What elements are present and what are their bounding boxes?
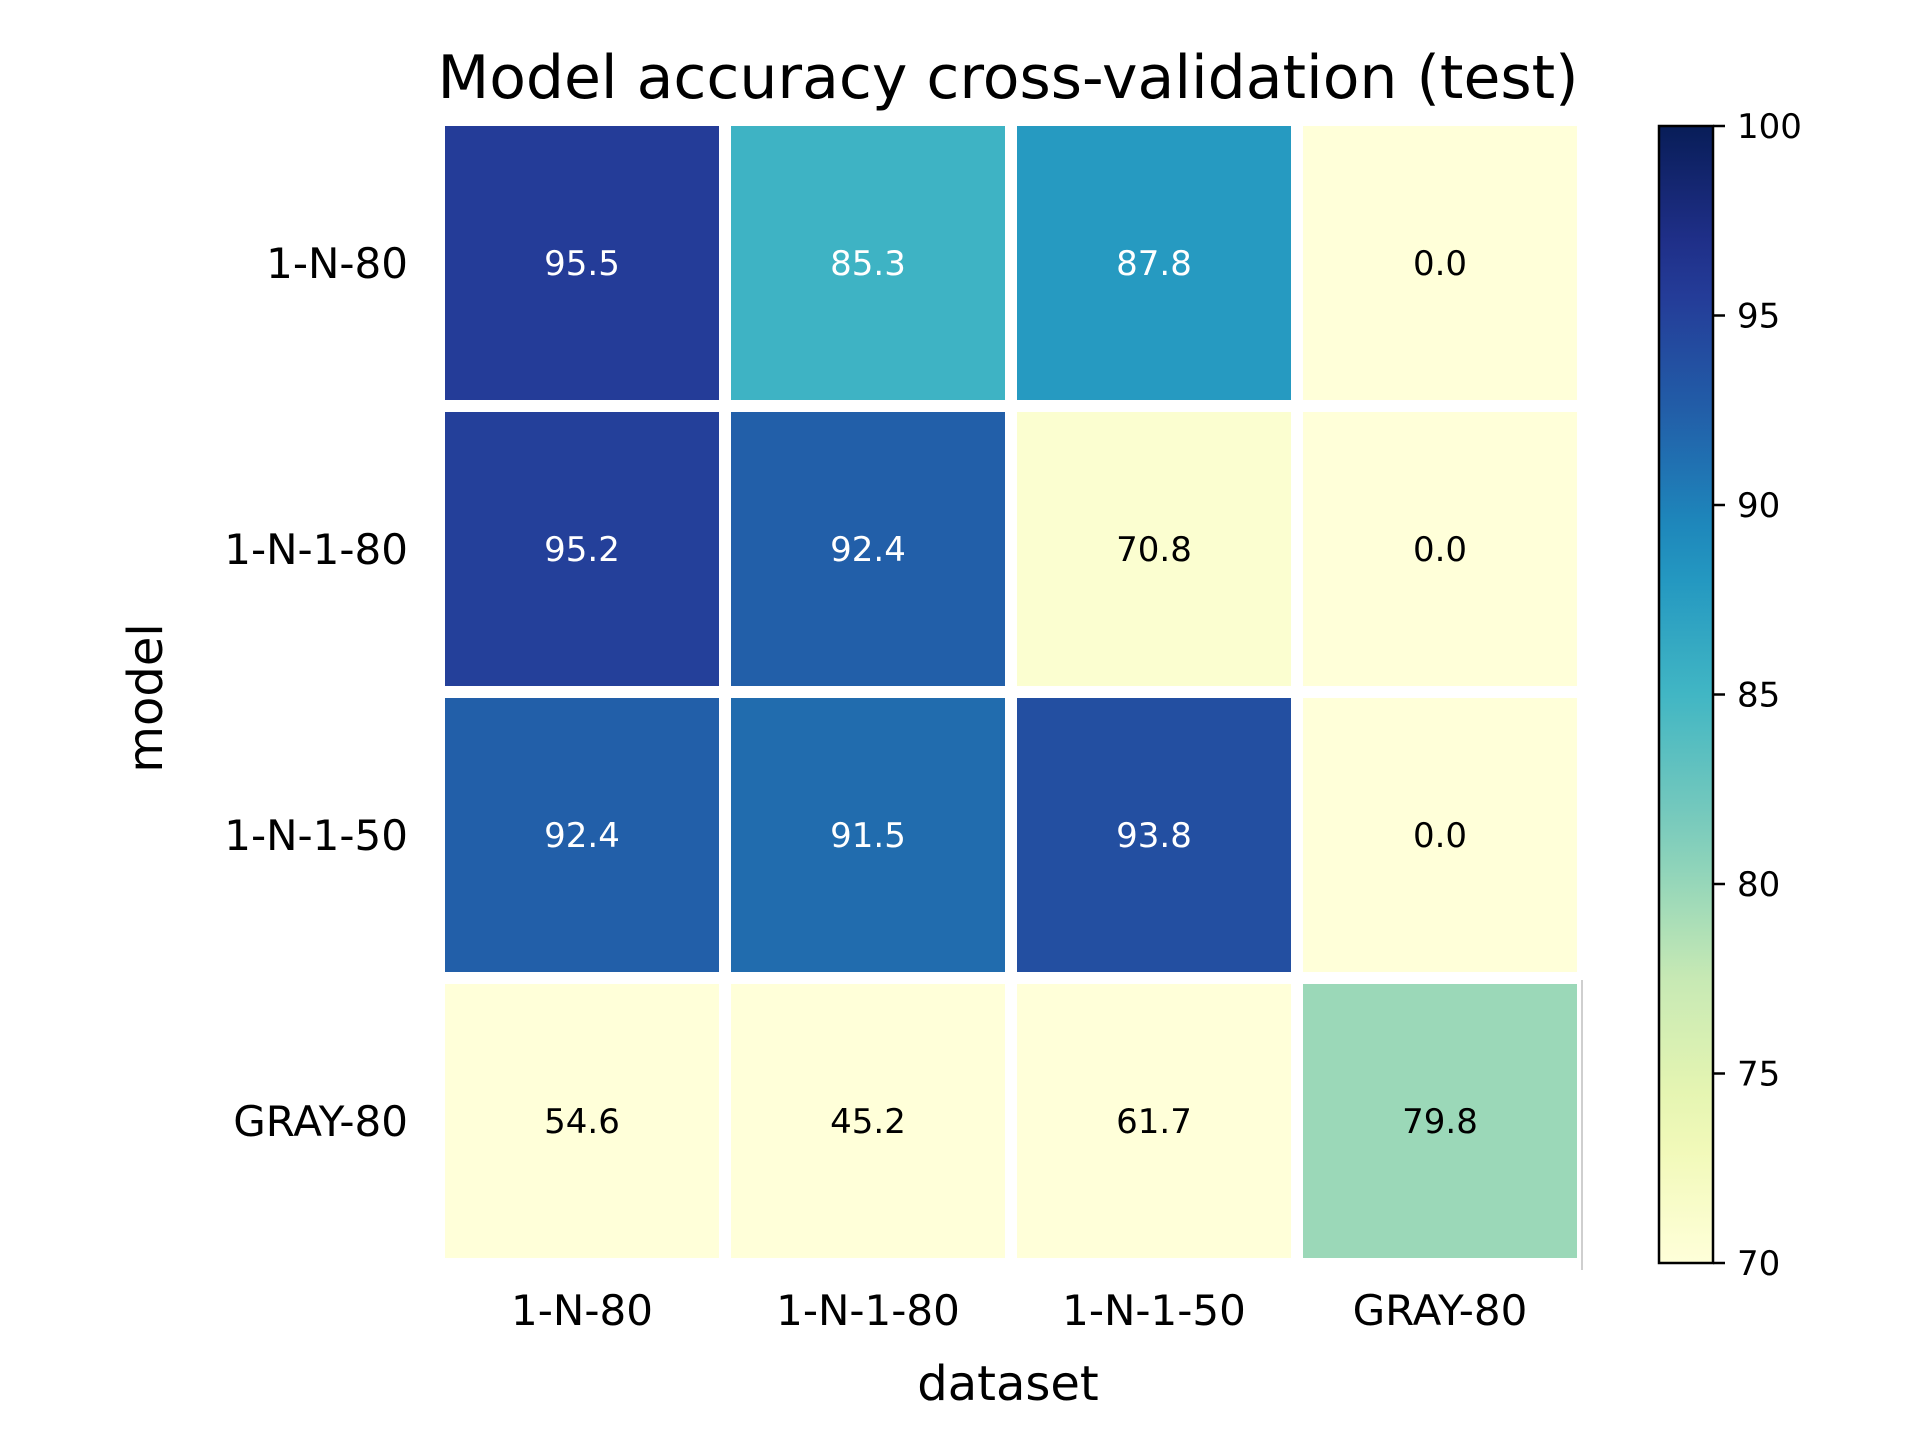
heatmap-cell	[1303, 126, 1577, 400]
heatmap-cell	[1303, 984, 1577, 1258]
cell-value-label: 95.2	[544, 530, 620, 570]
chart-title: Model accuracy cross-validation (test)	[437, 43, 1578, 113]
x-tick-label: 1-N-80	[511, 1286, 653, 1335]
y-tick-label: 1-N-1-80	[224, 525, 408, 574]
cell-value-label: 61.7	[1116, 1102, 1192, 1142]
cell-value-label: 54.6	[544, 1102, 620, 1142]
colorbar: 70 75 80 85 90 95 100	[1657, 107, 1802, 1284]
cell-value-label: 0.0	[1413, 530, 1467, 570]
cell-value-label: 70.8	[1116, 530, 1192, 570]
x-tick-label: GRAY-80	[1353, 1286, 1528, 1335]
cell-value-label: 93.8	[1116, 816, 1192, 856]
heatmap-cell	[731, 412, 1005, 686]
colorbar-tick-label: 70	[1737, 1244, 1780, 1284]
colorbar-tick-label: 85	[1737, 676, 1780, 716]
cell-value-label: 79.8	[1402, 1102, 1478, 1142]
cell-value-label: 45.2	[830, 1102, 906, 1142]
cell-value-label: 85.3	[830, 244, 906, 284]
y-tick-label: 1-N-1-50	[224, 811, 408, 860]
heatmap-cell	[1017, 984, 1291, 1258]
heatmap-cell	[731, 126, 1005, 400]
heatmap-cell	[731, 984, 1005, 1258]
y-tick-label: 1-N-80	[266, 239, 408, 288]
heatmap-cell	[445, 126, 719, 400]
cell-value-label: 87.8	[1116, 244, 1192, 284]
colorbar-gradient	[1657, 124, 1715, 1265]
heatmap-cell	[1303, 698, 1577, 972]
cell-value-label: 92.4	[544, 816, 620, 856]
colorbar-tick-label: 90	[1737, 486, 1780, 526]
cell-value-label: 0.0	[1413, 244, 1467, 284]
y-axis-label: model	[118, 623, 174, 772]
x-tick-label: 1-N-1-80	[776, 1286, 960, 1335]
heatmap-cell	[1017, 698, 1291, 972]
heatmap-cell	[1303, 412, 1577, 686]
cell-value-label: 0.0	[1413, 816, 1467, 856]
cell-value-label: 95.5	[544, 244, 620, 284]
x-tick-label: 1-N-1-50	[1062, 1286, 1246, 1335]
heatmap-cell	[445, 698, 719, 972]
heatmap-cell	[1017, 412, 1291, 686]
colorbar-ticks: 70 75 80 85 90 95 100	[1713, 107, 1802, 1284]
colorbar-tick-label: 100	[1737, 107, 1802, 147]
colorbar-tick-label: 95	[1737, 297, 1780, 337]
colorbar-tick-label: 80	[1737, 865, 1780, 905]
x-axis-ticks: 1-N-80 1-N-1-80 1-N-1-50 GRAY-80	[511, 1286, 1527, 1335]
heatmap-cells: 95.5 85.3 87.8 0.0 95.2 92.4 70.8 0.0 92.4 91.5 93…	[445, 126, 1583, 1270]
heatmap-cell	[1017, 126, 1291, 400]
y-axis-ticks: 1-N-80 1-N-1-80 1-N-1-50 GRAY-80	[224, 239, 408, 1146]
heatmap-cell	[731, 698, 1005, 972]
colorbar-tick-label: 75	[1737, 1055, 1780, 1095]
heatmap-cell	[445, 412, 719, 686]
cell-value-label: 91.5	[830, 816, 906, 856]
x-axis-label: dataset	[917, 1356, 1098, 1412]
y-tick-label: GRAY-80	[233, 1097, 408, 1146]
cell-value-label: 92.4	[830, 530, 906, 570]
heatmap-cell	[445, 984, 719, 1258]
